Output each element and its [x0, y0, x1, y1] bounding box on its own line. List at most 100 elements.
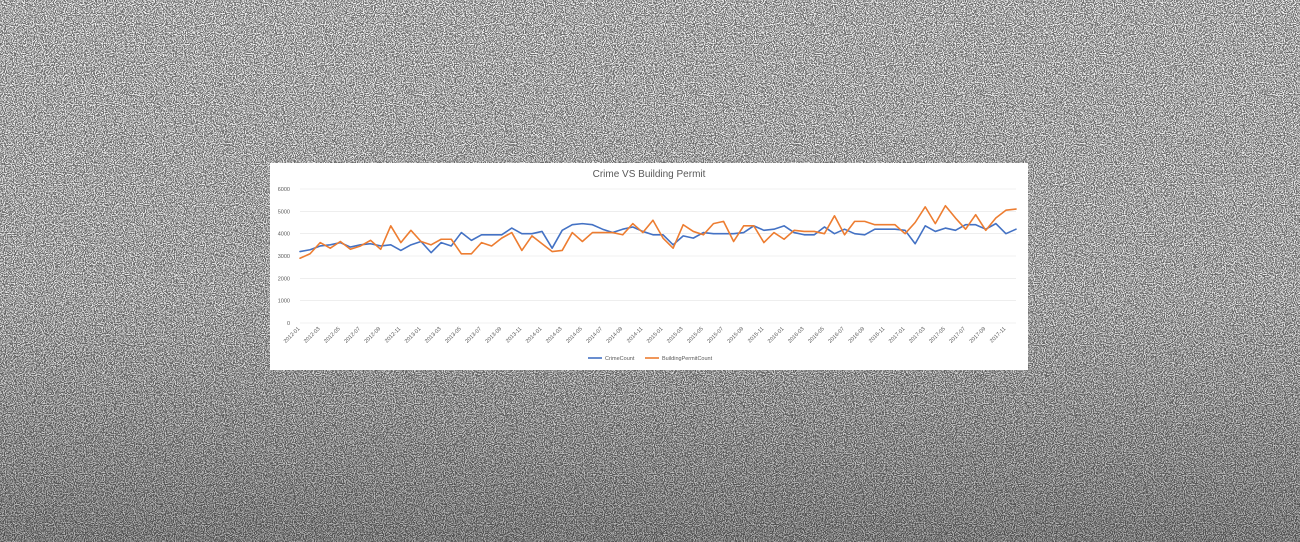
- x-tick-label: 2014-01: [525, 326, 544, 345]
- x-tick-label: 2013-11: [505, 326, 523, 344]
- x-tick-label: 2015-03: [666, 326, 685, 345]
- data-point: [541, 243, 542, 244]
- data-point: [420, 241, 421, 242]
- data-point: [471, 253, 472, 254]
- data-point: [541, 231, 542, 232]
- data-point: [955, 230, 956, 231]
- x-tick-label: 2016-11: [868, 326, 886, 344]
- x-tick-label: 2015-09: [727, 326, 746, 345]
- x-tick-label: 2014-09: [606, 326, 625, 345]
- data-point: [552, 248, 553, 249]
- data-point: [410, 244, 411, 245]
- data-point: [733, 241, 734, 242]
- data-point: [773, 229, 774, 230]
- data-point: [884, 229, 885, 230]
- data-point: [552, 251, 553, 252]
- data-point: [350, 249, 351, 250]
- chart-card: Crime VS Building Permit 0 1000 2000 3000 40…: [270, 163, 1028, 370]
- x-tick-label: 2013-01: [404, 326, 423, 345]
- data-point: [995, 223, 996, 224]
- data-point: [330, 244, 331, 245]
- data-point: [904, 230, 905, 231]
- data-point: [824, 226, 825, 227]
- data-point: [501, 234, 502, 235]
- x-tick-label: 2013-09: [485, 326, 504, 345]
- data-point: [491, 234, 492, 235]
- data-point: [562, 230, 563, 231]
- data-point: [925, 206, 926, 207]
- data-point: [955, 217, 956, 218]
- data-point: [451, 245, 452, 246]
- data-point: [491, 245, 492, 246]
- data-point: [874, 229, 875, 230]
- x-tick-label: 2014-07: [585, 326, 604, 345]
- x-tick-label: 2015-05: [686, 326, 705, 345]
- data-point: [582, 223, 583, 224]
- data-point: [330, 248, 331, 249]
- data-point: [451, 239, 452, 240]
- data-point: [844, 234, 845, 235]
- data-point: [894, 229, 895, 230]
- data-point: [320, 242, 321, 243]
- series-line-buildingpermitcount: [299, 204, 1017, 260]
- data-point: [632, 226, 633, 227]
- data-point: [501, 238, 502, 239]
- x-tick-label: 2012-03: [303, 326, 322, 345]
- x-tick-label: 2013-05: [444, 326, 463, 345]
- data-point: [713, 233, 714, 234]
- data-point: [824, 233, 825, 234]
- data-point: [783, 225, 784, 226]
- x-tick-label: 2012-11: [384, 326, 402, 344]
- data-point: [874, 224, 875, 225]
- data-point: [562, 250, 563, 251]
- data-point: [320, 245, 321, 246]
- x-tick-label: 2016-09: [848, 326, 867, 345]
- data-point: [854, 233, 855, 234]
- data-point: [390, 225, 391, 226]
- data-point: [814, 231, 815, 232]
- data-point: [612, 232, 613, 233]
- data-point: [834, 215, 835, 216]
- data-point: [935, 223, 936, 224]
- data-point: [894, 224, 895, 225]
- data-point: [814, 234, 815, 235]
- data-point: [430, 252, 431, 253]
- data-point: [602, 232, 603, 233]
- data-point: [925, 225, 926, 226]
- data-point: [642, 232, 643, 233]
- legend-label: BuildingPermitCount: [662, 356, 713, 362]
- data-point: [370, 240, 371, 241]
- x-tick-label: 2016-07: [827, 326, 846, 345]
- data-point: [602, 229, 603, 230]
- data-point: [723, 221, 724, 222]
- series-points-buildingpermitcount: [299, 205, 1016, 259]
- data-point: [370, 243, 371, 244]
- data-point: [844, 229, 845, 230]
- data-point: [531, 233, 532, 234]
- x-tick-label: 2016-05: [807, 326, 826, 345]
- x-tick-label: 2015-01: [646, 326, 665, 345]
- y-tick-label: 0: [287, 321, 290, 327]
- gridlines: [300, 188, 1016, 324]
- y-tick-label: 5000: [278, 209, 290, 215]
- data-point: [340, 241, 341, 242]
- data-point: [945, 205, 946, 206]
- data-point: [360, 245, 361, 246]
- data-point: [683, 235, 684, 236]
- data-point: [1005, 210, 1006, 211]
- data-point: [531, 235, 532, 236]
- data-point: [804, 234, 805, 235]
- data-point: [572, 232, 573, 233]
- x-tick-label: 2012-07: [343, 326, 362, 345]
- data-point: [904, 233, 905, 234]
- data-point: [622, 229, 623, 230]
- data-point: [673, 248, 674, 249]
- data-point: [572, 224, 573, 225]
- y-tick-label: 4000: [278, 232, 290, 238]
- x-tick-label: 2017-07: [948, 326, 967, 345]
- data-point: [743, 225, 744, 226]
- data-point: [743, 232, 744, 233]
- data-point: [794, 232, 795, 233]
- data-point: [985, 230, 986, 231]
- data-point: [390, 244, 391, 245]
